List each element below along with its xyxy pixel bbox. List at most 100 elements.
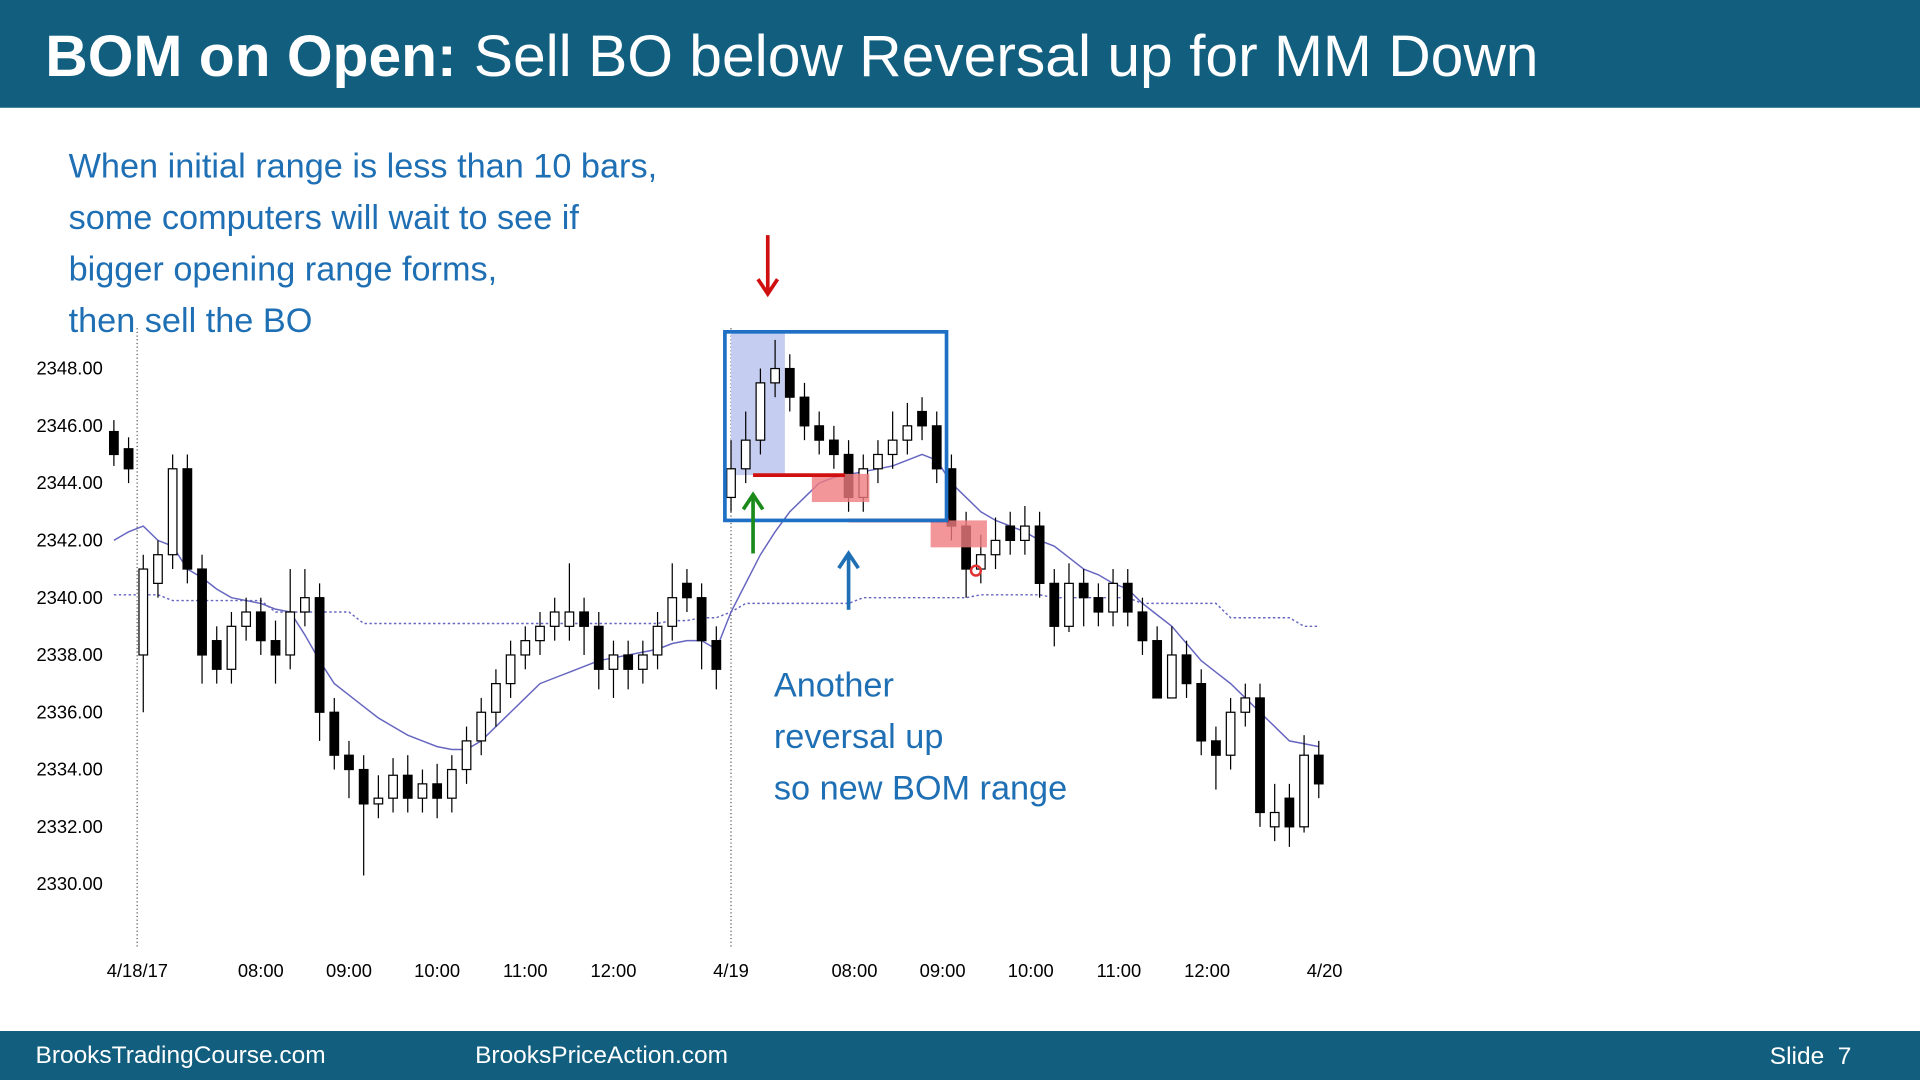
candle-body: [535, 625, 545, 642]
x-tick-label: 4/18/17: [107, 960, 168, 981]
candle-body: [623, 654, 634, 670]
candle-body: [153, 554, 163, 584]
candle-body: [1255, 697, 1265, 814]
x-tick-label: 12:00: [1184, 960, 1230, 981]
candle-body: [1166, 654, 1177, 699]
candle-body: [1093, 597, 1104, 613]
footer-bar: [0, 1031, 1920, 1080]
candle-body: [1049, 582, 1060, 627]
title-bold: BOM on Open:: [45, 24, 456, 89]
annotation-line: some computers will wait to see if: [69, 199, 580, 237]
candle-body: [344, 754, 354, 771]
candle-body: [491, 682, 501, 713]
y-tick-label: 2332.00: [36, 816, 102, 837]
y-tick-label: 2344.00: [36, 472, 102, 493]
candle-body: [667, 597, 678, 627]
candle-body: [255, 611, 266, 642]
x-tick-label: 12:00: [590, 960, 636, 981]
candle-body: [873, 453, 883, 470]
candle-body: [1078, 582, 1089, 599]
candle-body: [358, 768, 369, 805]
candle-body: [182, 468, 193, 570]
y-tick-label: 2330.00: [36, 873, 102, 894]
x-tick-label: 09:00: [326, 960, 372, 981]
candle-body: [123, 448, 134, 470]
candle-body: [696, 597, 707, 642]
candle-body: [1034, 525, 1045, 584]
candle-body: [329, 711, 340, 756]
candle-body: [917, 410, 927, 427]
arrow-up-green: [741, 491, 765, 554]
candle-body: [402, 774, 413, 799]
candle-body: [197, 568, 207, 656]
candle-body: [652, 625, 663, 656]
candle-body: [828, 439, 839, 456]
candle-body: [1137, 611, 1148, 642]
candle-body: [990, 539, 1001, 556]
annotation-line: Another: [774, 667, 894, 705]
candle-body: [285, 611, 296, 656]
candle-body: [726, 468, 736, 499]
candle-body: [1211, 740, 1221, 756]
x-tick-label: 08:00: [238, 960, 284, 981]
candle-body: [1020, 525, 1030, 542]
candle-body: [211, 640, 222, 670]
candle-body: [1269, 811, 1280, 828]
candle-body: [593, 625, 604, 670]
candle-body: [1240, 697, 1251, 713]
candle-body: [505, 654, 516, 685]
candle-body: [417, 783, 428, 799]
candle-body: [946, 468, 957, 527]
candle-body: [226, 625, 237, 670]
annotation-line: reversal up: [774, 718, 944, 756]
x-tick-label: 11:00: [503, 960, 548, 981]
candle-body: [461, 740, 472, 771]
candle-body: [1064, 582, 1074, 627]
candle-body: [799, 396, 810, 427]
candle-body: [1299, 754, 1309, 828]
candle-body: [300, 597, 310, 613]
candle-body: [241, 611, 252, 627]
x-tick-label: 10:00: [1008, 960, 1054, 981]
candle-body: [1122, 582, 1133, 613]
bom-range-box: [723, 330, 949, 523]
candle-body: [682, 582, 692, 599]
candle-body: [476, 711, 487, 742]
candle-body: [564, 611, 575, 627]
candle-body: [1181, 654, 1192, 685]
footer-right: Slide 7: [1770, 1043, 1852, 1070]
candle-body: [388, 774, 398, 799]
candle-body: [270, 640, 281, 656]
footer-left: BrooksTradingCourse.com: [36, 1042, 326, 1069]
candle-body: [579, 611, 589, 627]
x-tick-label: 08:00: [831, 960, 877, 981]
candle-body: [814, 425, 825, 441]
y-tick-label: 2338.00: [36, 644, 102, 665]
candle-body: [902, 425, 913, 441]
candle-body: [373, 797, 384, 805]
entry-marker: [969, 564, 983, 577]
x-tick-label: 4/19: [713, 960, 749, 981]
arrow-up-blue: [837, 550, 860, 610]
candle-body: [740, 439, 751, 470]
candle-body: [887, 439, 898, 456]
candle-body: [1005, 525, 1016, 542]
y-tick-label: 2348.00: [36, 358, 102, 379]
candle-body: [520, 640, 531, 656]
title-rest: Sell BO below Reversal up for MM Down: [474, 24, 1539, 89]
candle-body: [138, 568, 149, 656]
x-tick-label: 11:00: [1097, 960, 1142, 981]
candle-body: [108, 430, 119, 456]
candle-body: [1225, 711, 1236, 756]
candle-body: [1196, 682, 1207, 742]
candle-body: [637, 654, 648, 670]
highlight-zone: [930, 520, 987, 548]
x-tick-label: 10:00: [414, 960, 460, 981]
candle-body: [1313, 754, 1324, 785]
candle-body: [167, 468, 178, 556]
y-tick-label: 2340.00: [36, 587, 102, 608]
annotation-line: When initial range is less than 10 bars,: [69, 148, 658, 186]
candle-body: [770, 367, 780, 384]
